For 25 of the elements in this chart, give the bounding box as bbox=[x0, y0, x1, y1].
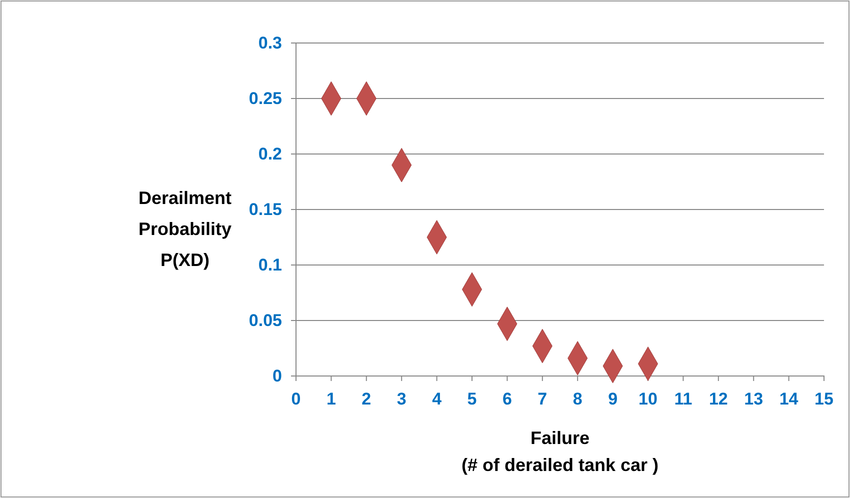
x-tick-label: 2 bbox=[362, 389, 372, 408]
y-tick-label: 0.05 bbox=[248, 310, 282, 330]
x-tick-label: 10 bbox=[638, 389, 658, 408]
y-tick-label: 0.1 bbox=[258, 255, 282, 274]
x-tick-label: 5 bbox=[467, 389, 477, 408]
x-tick-label: 8 bbox=[572, 389, 582, 408]
x-tick-label: 15 bbox=[814, 389, 834, 408]
y-tick-label: 0 bbox=[272, 366, 282, 386]
x-tick-label: 12 bbox=[708, 389, 728, 408]
x-tick-label: 11 bbox=[674, 389, 692, 408]
x-tick-label: 3 bbox=[396, 389, 406, 408]
x-tick-label: 1 bbox=[326, 389, 336, 408]
y-tick-label: 0.2 bbox=[258, 144, 282, 164]
x-tick-label: 6 bbox=[502, 389, 512, 408]
x-tick-label: 0 bbox=[291, 389, 301, 408]
y-axis-title: Derailment Probability P(XD) bbox=[138, 188, 232, 270]
x-tick-label: 9 bbox=[608, 389, 618, 408]
y-tick-label: 0.3 bbox=[258, 33, 282, 52]
x-tick-label: 4 bbox=[432, 389, 442, 408]
x-tick-label: 14 bbox=[779, 389, 799, 408]
y-tick-label: 0.25 bbox=[248, 88, 282, 108]
x-tick-label: 7 bbox=[538, 389, 548, 408]
y-tick-label: 0.15 bbox=[248, 200, 282, 219]
x-tick-label: 13 bbox=[744, 389, 764, 408]
x-axis-title: Failure (# of derailed tank car ) bbox=[461, 428, 659, 475]
